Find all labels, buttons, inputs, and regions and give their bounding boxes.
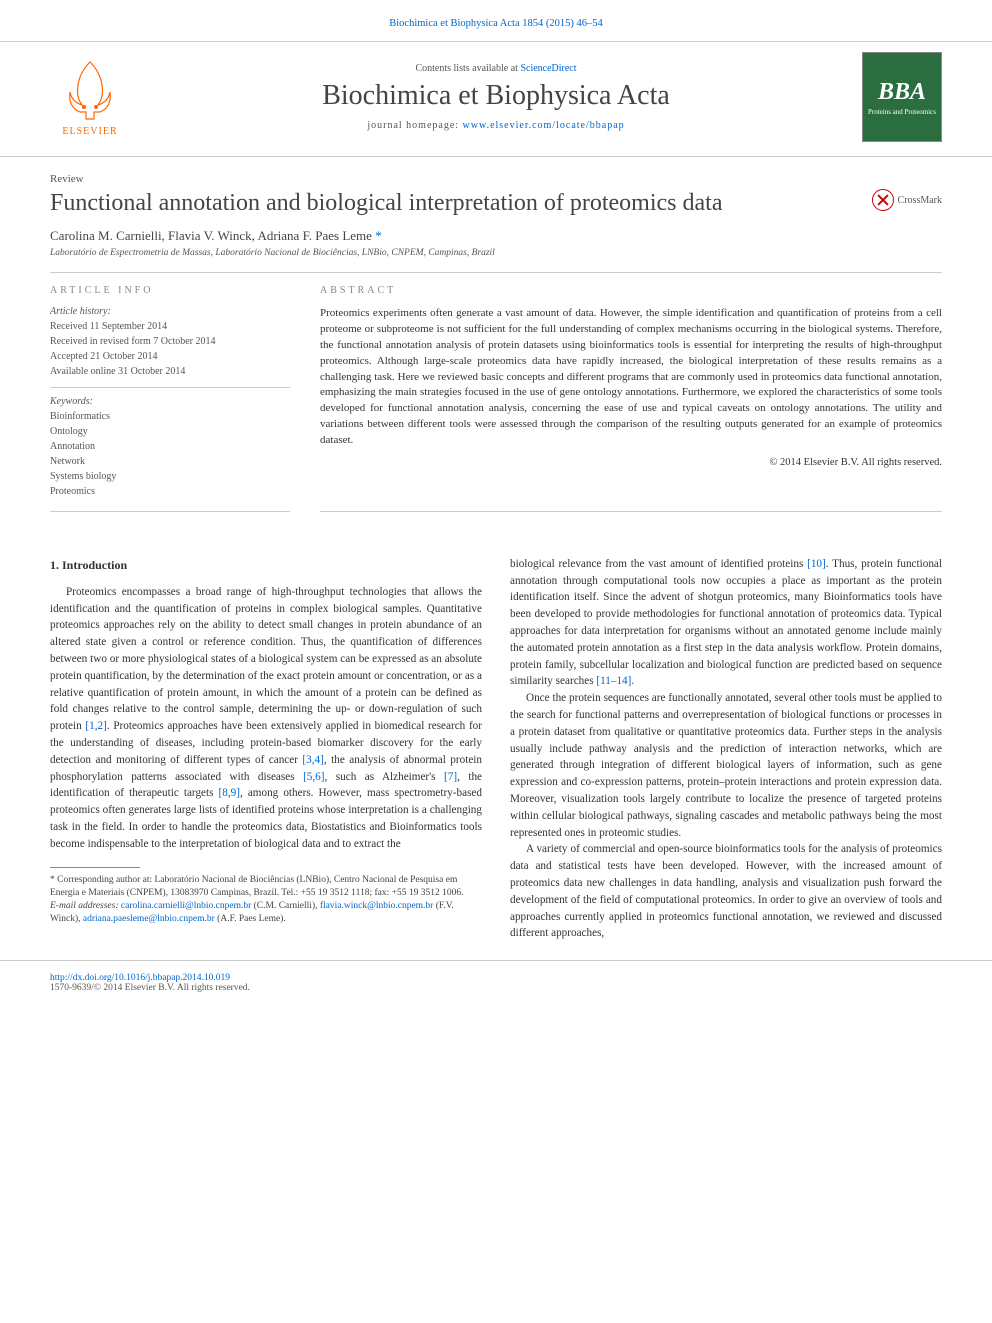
ref-link[interactable]: [1,2]: [85, 720, 106, 732]
ref-link[interactable]: [3,4]: [302, 754, 323, 766]
keyword: Annotation: [50, 439, 290, 454]
email-name: (C.M. Carnielli),: [251, 901, 320, 911]
keyword: Proteomics: [50, 484, 290, 499]
keyword: Systems biology: [50, 469, 290, 484]
elsevier-logo: ELSEVIER: [50, 52, 130, 142]
authors-line: Carolina M. Carnielli, Flavia V. Winck, …: [50, 228, 942, 244]
ref-link[interactable]: [8,9]: [219, 787, 240, 799]
abstract-copyright: © 2014 Elsevier B.V. All rights reserved…: [320, 457, 942, 468]
ref-link[interactable]: [7]: [444, 771, 457, 783]
keyword: Network: [50, 454, 290, 469]
article-header-area: Review Functional annotation and biologi…: [0, 157, 992, 536]
email-link[interactable]: carolina.carnielli@lnbio.cnpem.br: [121, 901, 251, 911]
email-label: E-mail addresses:: [50, 901, 121, 911]
body-text: biological relevance from the vast amoun…: [510, 558, 807, 570]
issn-copyright: 1570-9639/© 2014 Elsevier B.V. All right…: [50, 983, 942, 993]
history-line: Received 11 September 2014: [50, 319, 290, 334]
keywords-label: Keywords:: [50, 387, 290, 407]
history-line: Received in revised form 7 October 2014: [50, 334, 290, 349]
homepage-prefix: journal homepage:: [367, 120, 462, 131]
article-info-block: article info Article history: Received 1…: [50, 285, 290, 512]
history-label: Article history:: [50, 306, 290, 317]
header-center: Contents lists available at ScienceDirec…: [130, 63, 862, 131]
crossmark-icon: [872, 189, 894, 211]
footnote-rule: [50, 867, 140, 868]
bba-logo-text: BBA: [878, 79, 926, 106]
body-paragraph: biological relevance from the vast amoun…: [510, 556, 942, 690]
top-citation-link[interactable]: Biochimica et Biophysica Acta 1854 (2015…: [389, 18, 602, 29]
ref-link[interactable]: [10]: [807, 558, 826, 570]
article-title-row: Functional annotation and biological int…: [50, 189, 942, 218]
history-line: Accepted 21 October 2014: [50, 349, 290, 364]
article-title: Functional annotation and biological int…: [50, 189, 872, 218]
elsevier-label: ELSEVIER: [62, 126, 117, 137]
info-abstract-row: article info Article history: Received 1…: [50, 272, 942, 526]
ref-link[interactable]: [11–14]: [596, 675, 631, 687]
body-text: , such as Alzheimer's: [325, 771, 445, 783]
body-column-right: biological relevance from the vast amoun…: [510, 556, 942, 942]
keyword: Bioinformatics: [50, 409, 290, 424]
contents-prefix: Contents lists available at: [415, 63, 520, 74]
crossmark-label: CrossMark: [898, 195, 942, 206]
abstract-text: Proteomics experiments often generate a …: [320, 306, 942, 449]
journal-header: ELSEVIER Contents lists available at Sci…: [0, 41, 992, 157]
elsevier-tree-icon: [60, 57, 120, 122]
body-text: Proteomics encompasses a broad range of …: [50, 586, 482, 732]
email-link[interactable]: flavia.winck@lnbio.cnpem.br: [320, 901, 433, 911]
corresponding-star: *: [375, 228, 382, 243]
article-info-heading: article info: [50, 285, 290, 296]
email-footnote: E-mail addresses: carolina.carnielli@lnb…: [50, 900, 482, 927]
authors-names: Carolina M. Carnielli, Flavia V. Winck, …: [50, 228, 375, 243]
history-line: Available online 31 October 2014: [50, 364, 290, 379]
keyword: Ontology: [50, 424, 290, 439]
intro-heading: 1. Introduction: [50, 556, 482, 574]
doi-link[interactable]: http://dx.doi.org/10.1016/j.bbapap.2014.…: [50, 973, 230, 983]
body-column-left: 1. Introduction Proteomics encompasses a…: [50, 556, 482, 942]
footnote-corr-text: Corresponding author at: Laboratório Nac…: [50, 875, 463, 898]
contents-line: Contents lists available at ScienceDirec…: [130, 63, 862, 74]
footer-block: http://dx.doi.org/10.1016/j.bbapap.2014.…: [0, 960, 992, 1017]
body-columns: 1. Introduction Proteomics encompasses a…: [0, 536, 992, 952]
sciencedirect-link[interactable]: ScienceDirect: [520, 63, 576, 74]
body-paragraph: A variety of commercial and open-source …: [510, 841, 942, 942]
bba-logo-sub: Proteins and Proteomics: [868, 108, 936, 116]
body-text: .: [631, 675, 634, 687]
homepage-link[interactable]: www.elsevier.com/locate/bbapap: [463, 120, 625, 131]
homepage-line: journal homepage: www.elsevier.com/locat…: [130, 120, 862, 131]
body-paragraph: Once the protein sequences are functiona…: [510, 690, 942, 841]
article-type-label: Review: [50, 173, 942, 185]
crossmark-badge[interactable]: CrossMark: [872, 189, 942, 211]
bba-logo: BBA Proteins and Proteomics: [862, 52, 942, 142]
email-link[interactable]: adriana.paesleme@lnbio.cnpem.br: [83, 914, 215, 924]
affiliation: Laboratório de Espectrometria de Massas,…: [50, 248, 942, 258]
corresponding-footnote: * Corresponding author at: Laboratório N…: [50, 874, 482, 901]
journal-title: Biochimica et Biophysica Acta: [130, 80, 862, 112]
ref-link[interactable]: [5,6]: [303, 771, 324, 783]
intro-paragraph: Proteomics encompasses a broad range of …: [50, 584, 482, 853]
abstract-block: abstract Proteomics experiments often ge…: [320, 285, 942, 512]
body-text: . Thus, protein functional annotation th…: [510, 558, 942, 688]
abstract-heading: abstract: [320, 285, 942, 296]
top-citation: Biochimica et Biophysica Acta 1854 (2015…: [0, 0, 992, 41]
email-name: (A.F. Paes Leme).: [215, 914, 286, 924]
